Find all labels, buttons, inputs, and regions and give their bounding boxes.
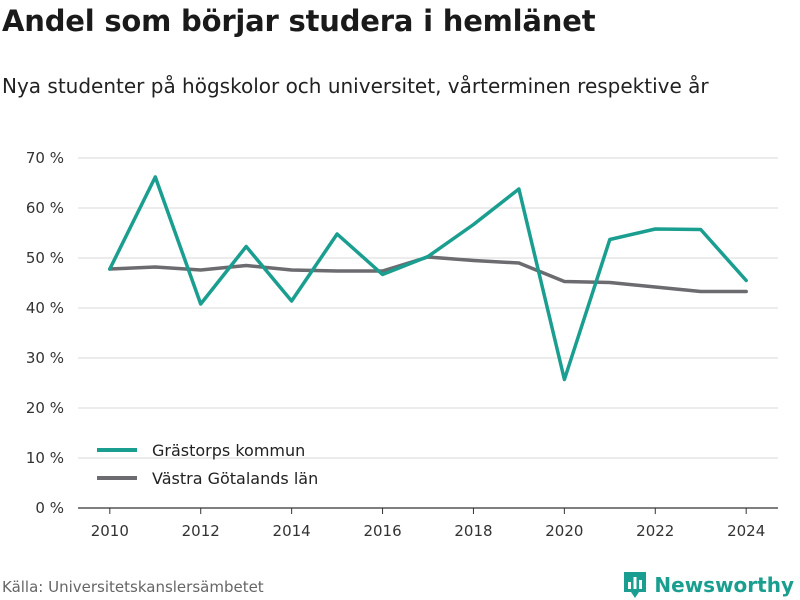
y-tick-label: 0 % (35, 499, 64, 517)
x-axis-ticks: 2010 2012 2014 2016 2018 2020 2022 2024 (91, 508, 765, 540)
series-line (108, 255, 748, 294)
y-tick-label: 50 % (26, 249, 64, 267)
y-axis-ticks: 0 % 10 % 20 % 30 % 40 % 50 % 60 % 70 % (26, 149, 64, 517)
legend-label: Grästorps kommun (152, 441, 305, 460)
x-tick-label: 2022 (636, 522, 674, 540)
bar-chart-icon (624, 572, 647, 598)
gridlines (78, 157, 778, 509)
y-tick-label: 70 % (26, 149, 64, 167)
brand-name: Newsworthy (654, 573, 794, 597)
x-tick-label: 2014 (273, 522, 311, 540)
series-lines (108, 175, 748, 382)
brand-logo: Newsworthy (622, 570, 794, 600)
x-tick-label: 2012 (182, 522, 220, 540)
chart-subtitle: Nya studenter på högskolor och universit… (2, 74, 709, 98)
y-tick-label: 60 % (26, 199, 64, 217)
x-tick-label: 2018 (454, 522, 492, 540)
series-line (108, 175, 748, 382)
x-tick-label: 2024 (727, 522, 765, 540)
x-tick-label: 2016 (363, 522, 401, 540)
legend: Grästorps kommun Västra Götalands län (97, 441, 318, 488)
legend-label: Västra Götalands län (152, 469, 318, 488)
source-note: Källa: Universitetskanslersämbetet (2, 578, 264, 596)
chart-title: Andel som börjar studera i hemlänet (2, 4, 596, 38)
y-tick-label: 40 % (26, 299, 64, 317)
y-tick-label: 30 % (26, 349, 64, 367)
y-tick-label: 20 % (26, 399, 64, 417)
y-tick-label: 10 % (26, 449, 64, 467)
x-tick-label: 2020 (545, 522, 583, 540)
x-tick-label: 2010 (91, 522, 129, 540)
